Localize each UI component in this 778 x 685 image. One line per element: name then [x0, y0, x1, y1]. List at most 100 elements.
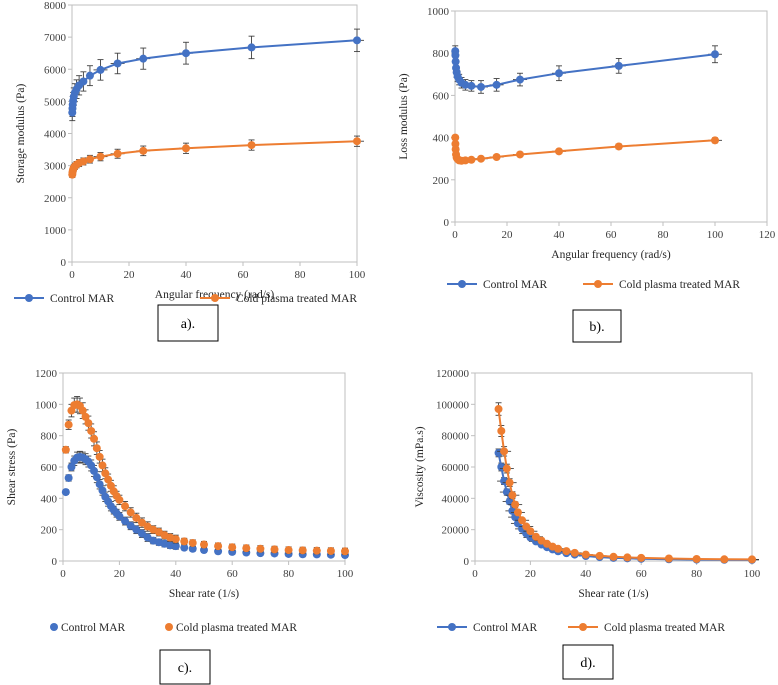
- x-tick-label: 100: [349, 269, 366, 281]
- data-point: [85, 155, 94, 164]
- data-point: [637, 553, 646, 562]
- y-tick-label: 400: [433, 133, 450, 145]
- y-tick-label: 1000: [44, 225, 67, 237]
- y-axis-title: Shear stress (Pa): [6, 429, 18, 506]
- data-point: [451, 57, 460, 66]
- data-point: [353, 36, 361, 45]
- data-point: [115, 512, 124, 521]
- x-axis-title: Shear rate (1/s): [578, 588, 648, 600]
- data-point: [115, 495, 124, 504]
- data-point: [247, 43, 256, 52]
- data-point: [555, 147, 563, 156]
- data-point: [139, 146, 148, 155]
- data-point: [353, 137, 361, 146]
- legend-entry: Cold plasma treated MAR: [619, 279, 740, 291]
- data-point: [526, 527, 535, 536]
- data-point: [126, 508, 135, 517]
- chart-panel-b: 0 200 400 600 800 1000 0 20 40 60 80 100 120 Angular …: [398, 6, 776, 343]
- legend-entry: Control MAR: [473, 622, 538, 634]
- data-point: [531, 532, 540, 541]
- data-point: [664, 554, 673, 563]
- panel-label: a).: [181, 317, 195, 332]
- y-tick-label: 0: [52, 556, 58, 568]
- legend-swatch-marker: [25, 294, 33, 302]
- data-point: [494, 405, 503, 414]
- panel-label-box: [562, 644, 614, 680]
- data-point: [242, 544, 251, 553]
- x-axis-title: Shear rate (1/s): [169, 588, 239, 600]
- series-cold-plasma-mar: [451, 133, 722, 165]
- y-tick-label: 1200: [35, 368, 58, 380]
- legend-entry: Control MAR: [50, 293, 115, 305]
- x-tick-label: 20: [124, 269, 136, 281]
- series-control-mar: [494, 448, 759, 564]
- legend-swatch-marker: [165, 623, 173, 631]
- chart-panel-a: 0 1000 2000 3000 4000 5000 6000 7000 8000 0 20 40 60…: [14, 0, 366, 342]
- data-point: [492, 80, 501, 89]
- data-point: [132, 525, 141, 534]
- x-tick-label: 80: [658, 229, 670, 241]
- y-tick-label: 60000: [442, 462, 470, 474]
- x-tick-label: 80: [295, 269, 307, 281]
- data-point: [214, 542, 223, 551]
- y-tick-label: 800: [433, 48, 450, 60]
- data-point: [79, 157, 88, 166]
- data-point: [477, 154, 485, 163]
- data-point: [581, 550, 590, 559]
- data-point: [78, 406, 87, 415]
- data-point: [570, 548, 579, 557]
- y-tick-label: 40000: [442, 493, 470, 505]
- data-point: [92, 473, 101, 482]
- x-tick-label: 120: [759, 229, 776, 241]
- data-point: [113, 149, 122, 158]
- data-point: [256, 544, 265, 553]
- data-point: [61, 445, 70, 454]
- y-tick-label: 0: [444, 217, 450, 229]
- panel-label: d).: [580, 656, 595, 671]
- x-tick-label: 100: [337, 568, 354, 580]
- data-point: [312, 546, 321, 555]
- plot-area-border: [454, 10, 768, 223]
- y-tick-label: 5000: [44, 96, 67, 108]
- data-point: [497, 426, 506, 435]
- x-tick-label: 0: [69, 269, 75, 281]
- data-point: [692, 554, 701, 563]
- x-tick-label: 60: [227, 568, 239, 580]
- data-point: [461, 156, 470, 165]
- data-point: [64, 420, 73, 429]
- y-axis-title: Loss modulus (Pa): [398, 73, 410, 159]
- data-point: [85, 71, 94, 80]
- data-point: [502, 464, 511, 473]
- data-point: [61, 488, 70, 497]
- x-axis-title: Angular frequency (rad/s): [551, 249, 671, 261]
- data-point: [270, 545, 279, 554]
- data-point: [518, 516, 527, 525]
- data-point: [614, 142, 623, 151]
- data-point: [451, 133, 460, 142]
- y-tick-label: 80000: [442, 431, 470, 443]
- data-point: [137, 529, 146, 538]
- legend-entry: Cold plasma treated MAR: [176, 622, 297, 634]
- legend-swatch-marker: [50, 623, 58, 631]
- data-point: [121, 502, 130, 511]
- y-tick-label: 800: [41, 431, 58, 443]
- x-tick-label: 40: [170, 568, 182, 580]
- data-point: [121, 517, 130, 526]
- y-tick-label: 1000: [427, 6, 450, 18]
- y-tick-label: 7000: [44, 32, 67, 44]
- series-cold-plasma-mar: [494, 402, 759, 564]
- data-point: [614, 61, 623, 70]
- y-tick-label: 200: [41, 525, 58, 537]
- data-point: [96, 65, 105, 74]
- data-point: [508, 491, 517, 500]
- chart-panel-d: 0 20000 40000 60000 80000 100000 120000 0 20 40 60…: [414, 368, 761, 680]
- data-point: [64, 473, 73, 482]
- data-point: [96, 152, 105, 161]
- x-tick-label: 0: [472, 568, 478, 580]
- data-point: [180, 543, 189, 552]
- data-point: [98, 486, 107, 495]
- y-tick-label: 4000: [44, 129, 67, 141]
- y-tick-label: 20000: [442, 525, 470, 537]
- data-point: [562, 547, 571, 556]
- data-point: [555, 69, 563, 78]
